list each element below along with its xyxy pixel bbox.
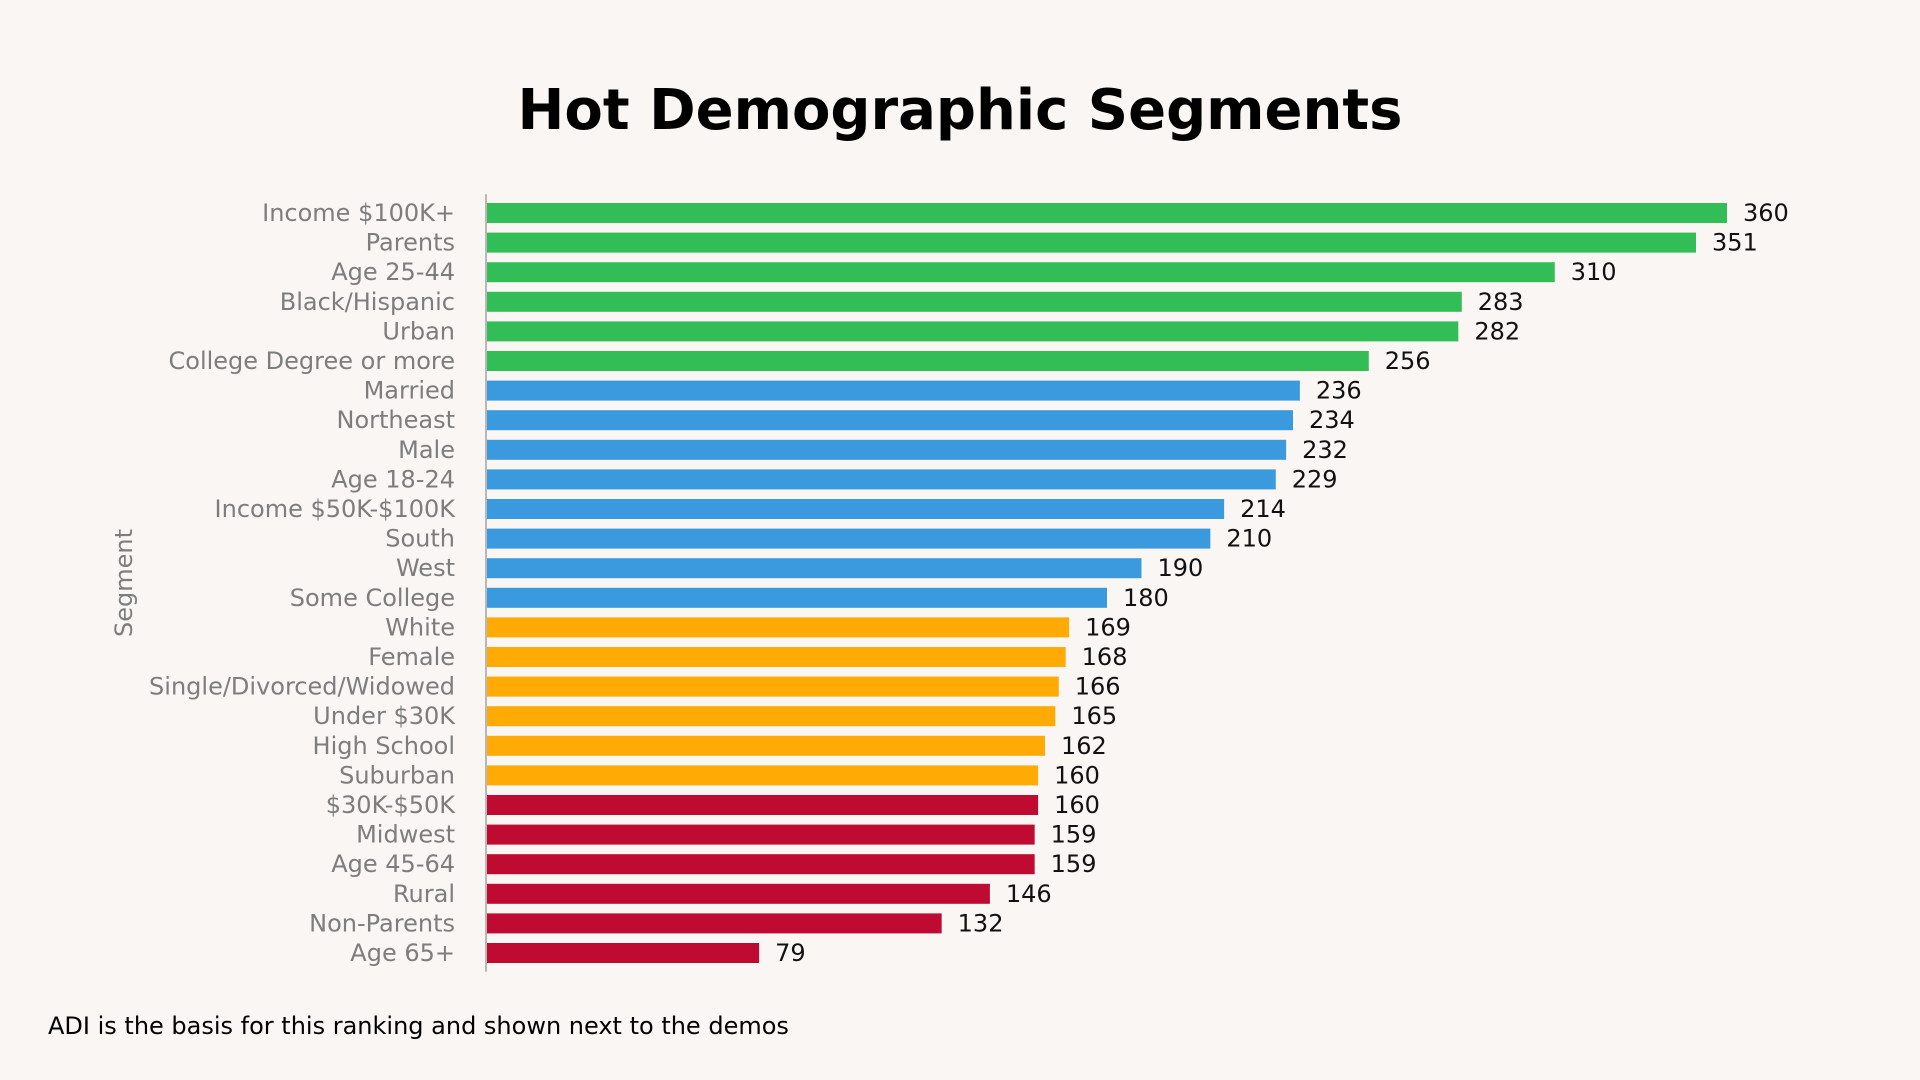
data-label: 165 — [1071, 702, 1117, 730]
y-tick-label: Urban — [382, 317, 455, 345]
data-label: 282 — [1474, 317, 1520, 345]
bar — [487, 291, 1462, 312]
data-label: 166 — [1075, 673, 1121, 701]
data-label: 283 — [1478, 288, 1524, 316]
data-label: 180 — [1123, 584, 1169, 612]
y-tick-label: Female — [368, 643, 455, 671]
bar — [487, 351, 1369, 371]
data-label: 236 — [1316, 377, 1362, 405]
y-tick-label: Married — [364, 377, 455, 405]
bar — [487, 528, 1211, 549]
data-label: 132 — [958, 909, 1004, 937]
data-label: 168 — [1082, 643, 1128, 671]
y-tick-label: Non-Parents — [309, 909, 455, 937]
bar — [487, 558, 1142, 579]
data-label: 169 — [1085, 613, 1131, 641]
bar — [487, 706, 1056, 727]
bar — [487, 795, 1039, 815]
data-label: 79 — [775, 939, 806, 967]
bar — [487, 913, 942, 934]
bar — [487, 883, 990, 904]
y-tick-label: Income $50K-$100K — [215, 495, 457, 523]
data-label: 159 — [1051, 821, 1097, 849]
data-label: 360 — [1743, 199, 1789, 227]
y-tick-label: Single/Divorced/Widowed — [149, 673, 455, 701]
y-tick-label: Midwest — [356, 821, 455, 849]
y-tick-label: Male — [398, 436, 455, 464]
y-tick-label: South — [385, 525, 455, 553]
bar — [487, 765, 1039, 786]
y-tick-label: Income $100K+ — [262, 199, 455, 227]
data-label: 190 — [1157, 554, 1203, 582]
bar — [487, 321, 1459, 342]
y-tick-label: High School — [313, 732, 455, 760]
bar — [487, 676, 1059, 697]
data-label: 162 — [1061, 732, 1107, 760]
bar — [487, 232, 1696, 253]
y-tick-label: White — [385, 613, 455, 641]
y-tick-label: West — [396, 554, 455, 582]
data-label: 229 — [1292, 465, 1338, 493]
y-tick-label: $30K-$50K — [326, 791, 456, 819]
y-axis-title: Segment — [110, 529, 138, 637]
bar — [487, 380, 1300, 401]
y-tick-label: Black/Hispanic — [280, 288, 455, 316]
data-label: 232 — [1302, 436, 1348, 464]
bar — [487, 854, 1035, 875]
bar — [487, 617, 1070, 638]
y-tick-label: Age 45-64 — [331, 850, 455, 878]
y-tick-label: College Degree or more — [169, 347, 456, 375]
bar — [487, 203, 1727, 223]
data-label: 234 — [1309, 406, 1355, 434]
y-tick-label: Parents — [366, 229, 455, 257]
y-tick-label: Suburban — [339, 761, 455, 789]
data-label: 146 — [1006, 880, 1052, 908]
bar — [487, 439, 1287, 460]
y-tick-label: Age 18-24 — [331, 465, 455, 493]
chart-title: Hot Demographic Segments — [517, 78, 1403, 143]
y-tick-label: Some College — [290, 584, 455, 612]
y-tick-label: Rural — [393, 880, 455, 908]
y-tick-label: Northeast — [336, 406, 455, 434]
bar — [487, 410, 1293, 431]
bar — [487, 499, 1225, 519]
bar — [487, 587, 1107, 608]
footnote: ADI is the basis for this ranking and sh… — [48, 1012, 789, 1040]
bar — [487, 735, 1045, 756]
bar — [487, 943, 760, 963]
data-label: 210 — [1226, 525, 1272, 553]
data-label: 310 — [1571, 258, 1617, 286]
bar — [487, 647, 1066, 667]
bar — [487, 824, 1035, 845]
y-tick-label: Age 25-44 — [331, 258, 455, 286]
data-label: 159 — [1051, 850, 1097, 878]
data-label: 160 — [1054, 791, 1100, 819]
data-label: 256 — [1385, 347, 1431, 375]
bar — [487, 469, 1276, 490]
data-label: 214 — [1240, 495, 1286, 523]
data-label: 160 — [1054, 761, 1100, 789]
data-label: 351 — [1712, 229, 1758, 257]
y-tick-label: Age 65+ — [350, 939, 455, 967]
y-tick-label: Under $30K — [313, 702, 456, 730]
bar — [487, 262, 1555, 283]
